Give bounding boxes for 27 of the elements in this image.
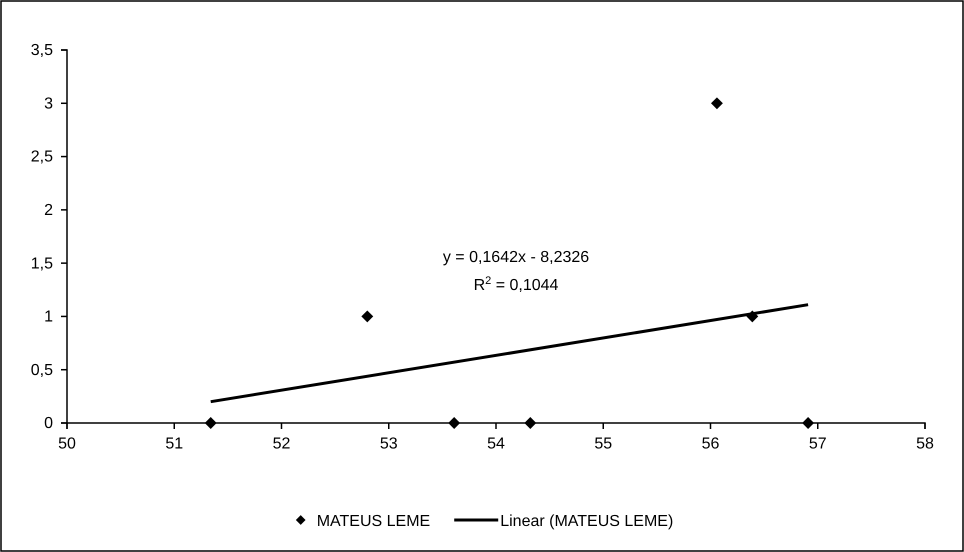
point (204, 417, 217, 429)
y-tick-label: 1 (44, 308, 54, 326)
y-tick-label: 3 (44, 95, 54, 112)
point (802, 417, 814, 429)
point (448, 417, 460, 429)
legend-label: Linear (MATEUS LEME) (500, 513, 674, 530)
legend-label: MATEUS LEME (316, 513, 430, 530)
y-tick-label: 3,5 (30, 42, 54, 60)
x-tick-label: 52 (272, 435, 290, 452)
x-tick-label: 55 (594, 435, 612, 452)
point (361, 310, 374, 322)
x-tick-label: 51 (165, 435, 184, 452)
point (524, 417, 536, 429)
annotation: R$^{2}$ = 0,1044 (474, 275, 559, 294)
y-tick-label: 2 (44, 202, 54, 219)
point (710, 97, 723, 110)
x-tick-label: 56 (702, 435, 720, 452)
y-tick-label: 0,5 (30, 362, 54, 379)
x-tick-label: 54 (487, 435, 505, 452)
annotation: y = 0,1642x - 8,2326 (442, 249, 590, 266)
x-tick-label: 50 (58, 435, 76, 452)
y-tick-label: 2,5 (30, 148, 54, 166)
y-tick-label: 0 (44, 415, 54, 432)
x-tick-label: 57 (808, 435, 827, 452)
x-tick-label: 53 (380, 435, 398, 452)
x-tick-label: 58 (916, 435, 934, 452)
y-tick-label: 1,5 (30, 255, 54, 272)
